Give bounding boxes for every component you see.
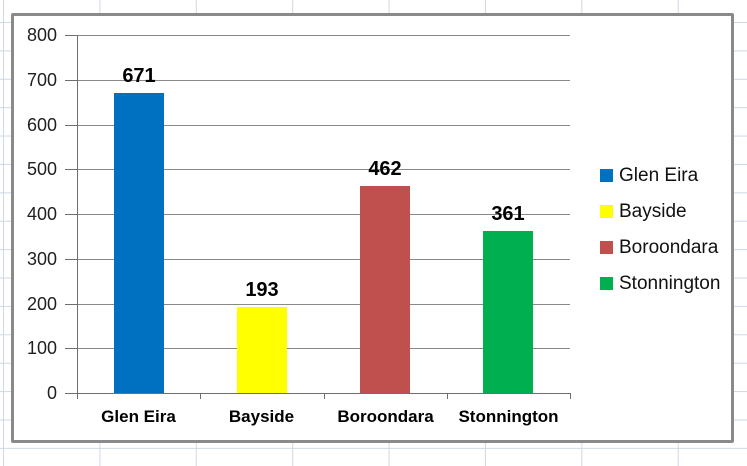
- bar-bayside[interactable]: [237, 307, 287, 393]
- y-axis-label: 500: [26, 159, 57, 179]
- y-axis-tick: [65, 169, 77, 170]
- category-label: Boroondara: [337, 407, 434, 426]
- y-gridline: [77, 259, 570, 260]
- y-axis-label: 300: [26, 249, 57, 269]
- y-gridline: [77, 35, 570, 36]
- legend-swatch-icon: [600, 241, 613, 254]
- legend-item-boroondara[interactable]: Boroondara: [600, 236, 718, 259]
- y-axis-label: 100: [26, 338, 57, 358]
- x-axis-tick: [447, 394, 448, 399]
- y-gridline: [77, 169, 570, 170]
- y-gridline: [77, 214, 570, 215]
- y-axis-label: 800: [26, 25, 57, 45]
- y-axis-tick: [65, 80, 77, 81]
- legend-item-glen-eira[interactable]: Glen Eira: [600, 164, 698, 187]
- y-axis-label: 400: [26, 204, 57, 224]
- y-axis-label: 700: [26, 70, 57, 90]
- bar-boroondara[interactable]: [360, 186, 410, 393]
- y-axis-tick: [65, 304, 77, 305]
- legend-item-stonnington[interactable]: Stonnington: [600, 272, 720, 295]
- y-axis-label: 200: [26, 294, 57, 314]
- x-axis-tick: [77, 394, 78, 399]
- legend-swatch-icon: [600, 277, 613, 290]
- y-axis-label: 600: [26, 115, 57, 135]
- y-axis-tick: [65, 393, 77, 394]
- legend-item-label: Bayside: [619, 200, 687, 222]
- data-label: 671: [122, 65, 156, 87]
- y-axis-tick: [65, 214, 77, 215]
- y-gridline: [77, 125, 570, 126]
- data-label: 193: [245, 279, 279, 301]
- y-axis-label: 0: [46, 383, 57, 403]
- y-axis-tick: [65, 348, 77, 349]
- data-label: 361: [491, 203, 525, 225]
- x-axis-line: [77, 393, 571, 394]
- legend-item-label: Boroondara: [619, 236, 719, 258]
- legend-item-label: Glen Eira: [619, 164, 699, 186]
- y-axis-tick: [65, 125, 77, 126]
- category-label: Bayside: [228, 407, 295, 426]
- legend-swatch-icon: [600, 205, 613, 218]
- data-label: 462: [368, 158, 402, 180]
- legend-item-label: Stonnington: [619, 272, 721, 294]
- x-axis-tick: [324, 394, 325, 399]
- y-gridline: [77, 80, 570, 81]
- x-axis-tick: [200, 394, 201, 399]
- legend-swatch-icon: [600, 169, 613, 182]
- category-label: Stonnington: [458, 407, 559, 426]
- y-gridline: [77, 348, 570, 349]
- chart-object[interactable]: 0 100 200 300 400 500 600 700 800 671 Glen Eira 193…: [11, 13, 734, 443]
- plot-area: 0 100 200 300 400 500 600 700 800 671 Glen Eira 193…: [14, 16, 731, 440]
- x-axis-tick: [570, 394, 571, 399]
- category-label: Glen Eira: [101, 407, 176, 426]
- bar-stonnington[interactable]: [483, 231, 533, 393]
- legend-item-bayside[interactable]: Bayside: [600, 200, 687, 223]
- y-axis-line: [77, 35, 78, 399]
- y-axis-tick: [65, 35, 77, 36]
- bar-glen-eira[interactable]: [114, 93, 164, 393]
- y-axis-tick: [65, 259, 77, 260]
- y-gridline: [77, 304, 570, 305]
